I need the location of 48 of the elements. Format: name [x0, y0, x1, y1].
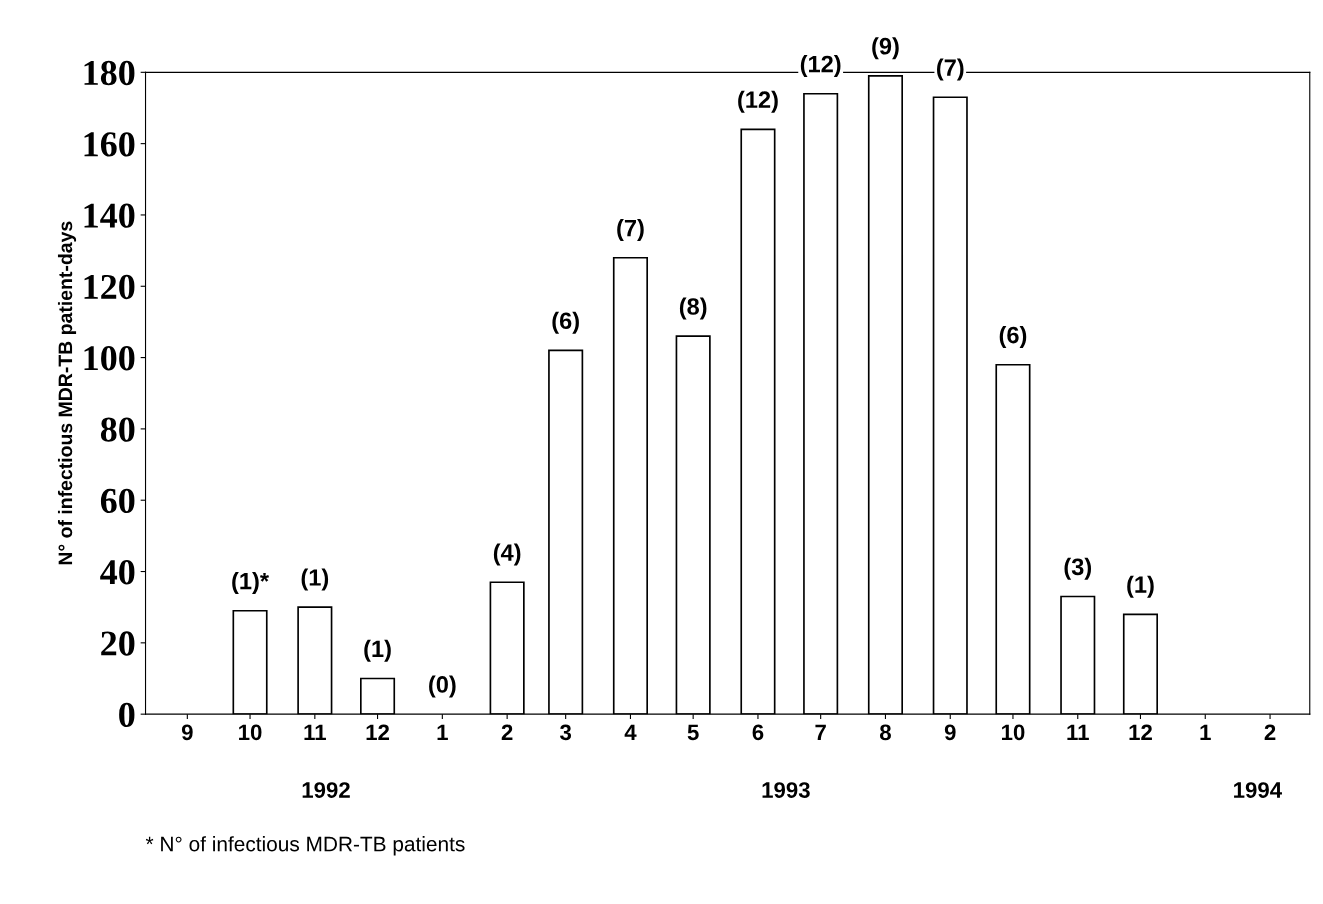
y-axis-title: N° of infectious MDR-TB patient-days: [57, 221, 77, 565]
annotation: (1): [364, 639, 391, 662]
x-tick-label: 12: [1129, 724, 1152, 740]
x-tick-label: 11: [304, 724, 326, 740]
x-tick-label: 8: [879, 724, 891, 741]
annotation: (1): [1127, 575, 1154, 598]
y-tick-label: 180: [84, 60, 135, 86]
annotation: (7): [617, 219, 644, 242]
x-tick-label: 9: [944, 724, 956, 741]
x-tick-label: 10: [1002, 724, 1025, 741]
x-tick-label: 12: [366, 724, 390, 740]
text: 1993: [762, 782, 810, 798]
x-tick-label: 1: [437, 724, 448, 740]
y-tick-label: 20: [101, 631, 135, 656]
annotation: (0): [429, 675, 456, 698]
annotation: (1): [301, 568, 329, 591]
y-tick-label: 80: [100, 417, 135, 442]
annotation: (12): [800, 55, 841, 78]
x-tick-label: 1: [1200, 724, 1211, 740]
annotation: (3): [1064, 557, 1092, 580]
y-tick-label: 60: [100, 488, 135, 514]
x-tick-label: 7: [815, 724, 826, 740]
y-tick-label: 0: [119, 702, 135, 728]
x-tick-label: 5: [687, 724, 699, 741]
text: 1994: [1234, 782, 1282, 798]
x-tick-label: 9: [181, 724, 193, 741]
x-tick-label: 3: [559, 724, 572, 741]
x-tick-label: 10: [239, 724, 262, 741]
annotation: (9): [872, 37, 899, 60]
y-tick-label: 100: [84, 346, 135, 371]
y-tick-label: 160: [84, 132, 135, 157]
annotation: (6): [999, 326, 1027, 349]
annotation: (8): [679, 297, 707, 320]
x-tick-label: 11: [1067, 724, 1089, 740]
annotation: (6): [552, 311, 579, 334]
annotation: (4): [493, 543, 521, 566]
text: * N° of infectious MDR-TB patients: [145, 836, 465, 856]
annotation: (12): [738, 90, 778, 113]
y-tick-label: 120: [84, 274, 135, 300]
y-tick-label: 140: [84, 203, 135, 228]
x-tick-label: 2: [501, 724, 513, 740]
text: 1992: [302, 782, 350, 798]
annotation: (7): [937, 58, 964, 81]
x-tick-label: 4: [624, 724, 637, 740]
annotation: (1)*: [232, 572, 270, 595]
x-tick-label: 2: [1264, 724, 1276, 740]
x-tick-label: 6: [752, 724, 764, 741]
y-tick-label: 40: [100, 560, 135, 585]
